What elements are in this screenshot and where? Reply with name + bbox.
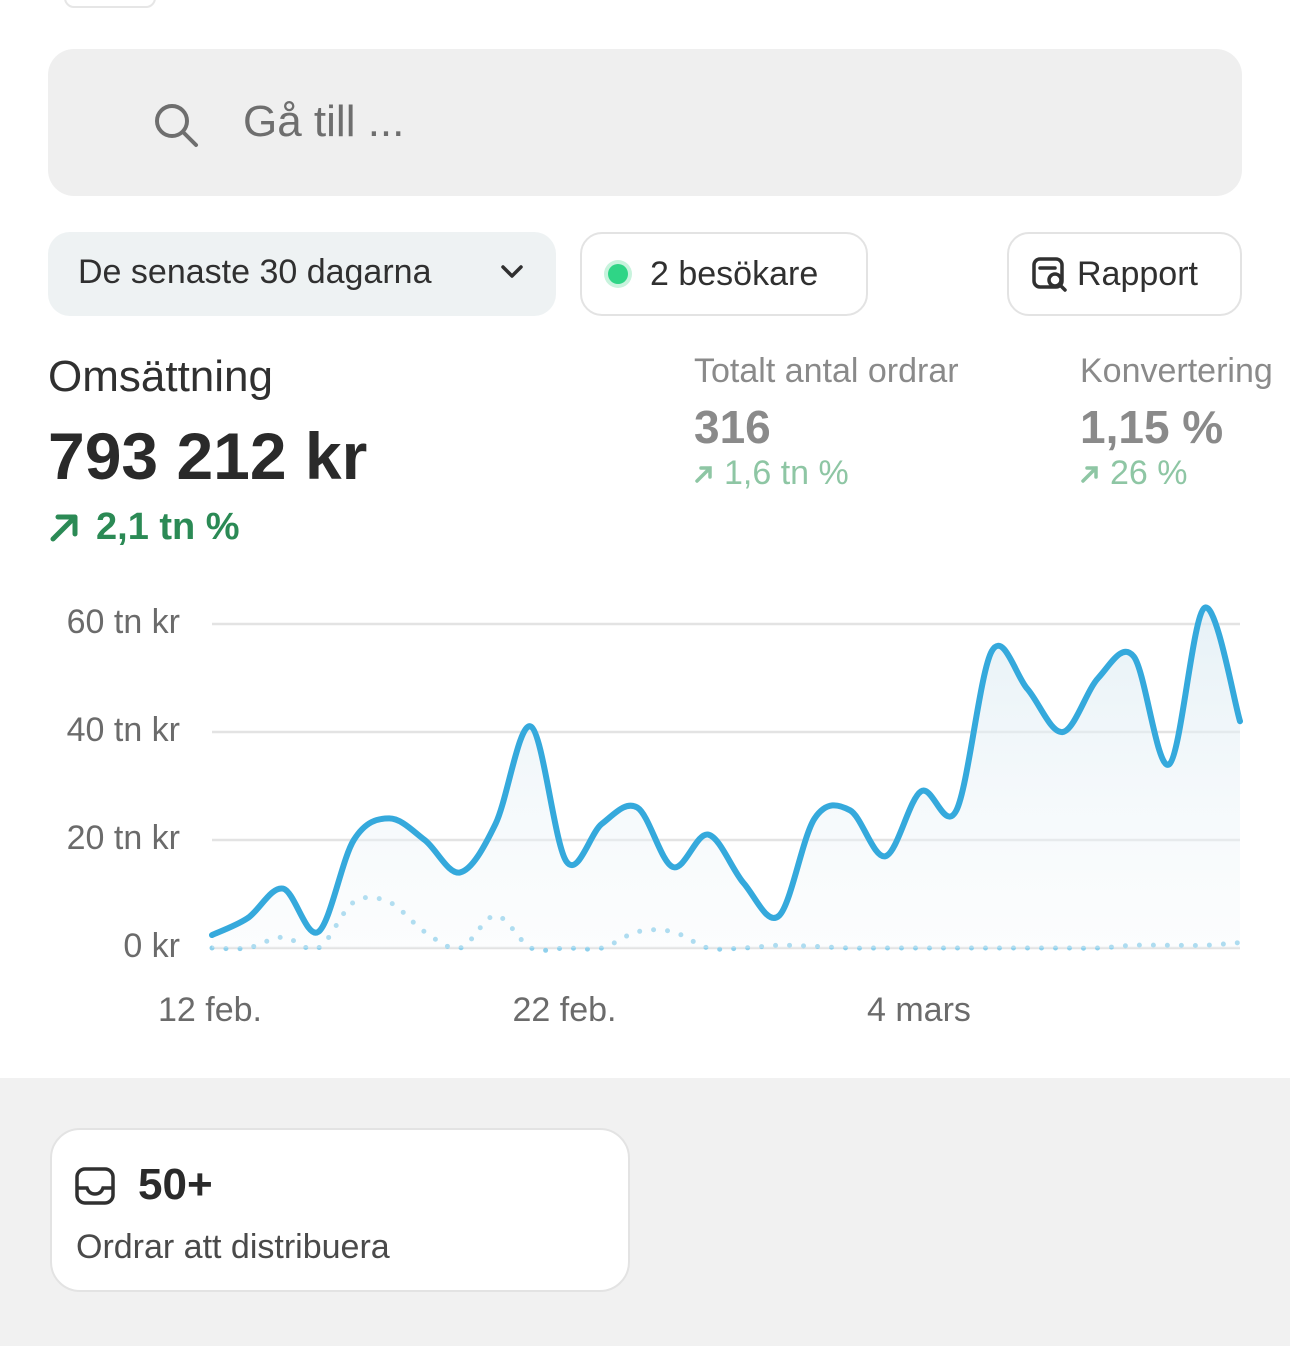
y-tick-label: 60 tn kr [67, 603, 180, 641]
revenue-chart: 0 kr 20 tn kr 40 tn kr 60 tn kr 12 feb. 22 fe… [67, 603, 1243, 1029]
card-value: 50+ [138, 1160, 213, 1209]
metric-change: 26 % [1080, 454, 1188, 493]
x-tick-label: 12 feb. [158, 991, 262, 1029]
metric-change-text: 1,6 tn % [724, 454, 849, 492]
up-arrow [50, 514, 78, 542]
card-label: Ordrar att distribuera [76, 1228, 390, 1266]
date-range-label: De senaste 30 dagarna [78, 253, 432, 291]
area-fill [212, 607, 1240, 948]
metric-change-text: 2,1 tn % [96, 506, 240, 548]
live-dot [608, 264, 628, 284]
date-range-button[interactable]: De senaste 30 dagarna [48, 232, 556, 316]
x-tick-label: 4 mars [867, 991, 971, 1029]
metric-value: 1,15 % [1080, 401, 1224, 453]
top-fragment [64, 0, 156, 8]
report-button[interactable]: Rapport [1007, 232, 1242, 316]
inbox-icon [75, 1167, 115, 1205]
y-tick-label: 40 tn kr [67, 711, 180, 749]
visitors-button[interactable]: 2 besökare [580, 232, 868, 316]
report-label: Rapport [1077, 255, 1198, 293]
report-icon [1032, 257, 1067, 292]
metric-change: 1,6 tn % [694, 454, 849, 493]
metric-value: 793 212 kr [48, 419, 368, 493]
chevron-icon [501, 265, 523, 278]
orders-card[interactable]: 50+ Ordrar att distribuera [50, 1128, 630, 1292]
metric-label: Totalt antal ordrar [694, 352, 959, 390]
revenue-line [209, 604, 1243, 939]
up-arrow [695, 466, 712, 483]
y-tick-label: 0 kr [123, 927, 180, 965]
search-placeholder: Gå till ... [243, 97, 405, 146]
x-tick-label: 22 feb. [512, 991, 616, 1029]
y-tick-label: 20 tn kr [67, 819, 180, 857]
visitors-label: 2 besökare [650, 255, 819, 293]
up-arrow [1081, 466, 1098, 483]
metric-label: Konvertering [1080, 352, 1273, 390]
metric-change: 2,1 tn % [48, 506, 240, 549]
metric-change-text: 26 % [1110, 454, 1188, 492]
search-icon [155, 104, 198, 147]
metric-label: Omsättning [48, 352, 273, 401]
metric-value: 316 [694, 401, 771, 453]
search-bar[interactable]: Gå till ... [48, 49, 1242, 196]
